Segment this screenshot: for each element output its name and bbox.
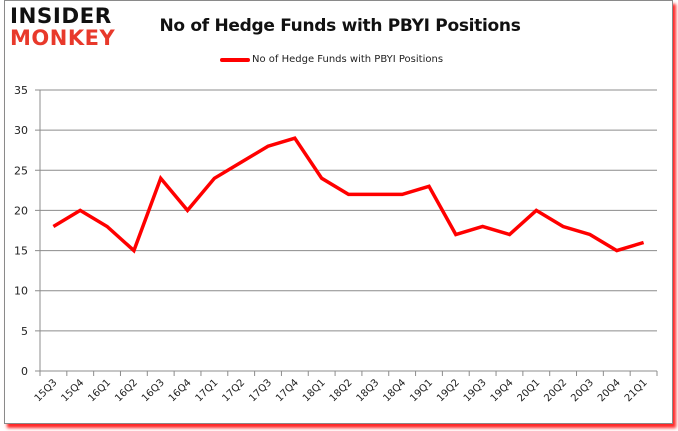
x-tick-label: 17Q2: [220, 377, 247, 404]
logo-line-1: INSIDER: [10, 4, 112, 28]
x-tick-label: 21Q1: [623, 377, 650, 404]
x-tick-label: 20Q4: [596, 377, 623, 404]
x-tick-label: 19Q4: [489, 377, 516, 404]
x-tick-label: 15Q3: [33, 377, 60, 404]
y-tick-label: 25: [14, 164, 28, 177]
x-tick-label: 16Q1: [86, 377, 113, 404]
x-tick-label: 20Q3: [569, 377, 596, 404]
legend-label: No of Hedge Funds with PBYI Positions: [252, 54, 444, 65]
x-tick-label: 18Q1: [301, 377, 328, 404]
legend-line-swatch-icon: [220, 57, 250, 62]
y-tick-label: 30: [14, 124, 28, 137]
x-tick-label: 20Q2: [542, 377, 569, 404]
y-tick-label: 35: [14, 84, 28, 97]
data-series-line: [52, 136, 645, 254]
x-tick-label: 19Q2: [435, 377, 462, 404]
y-tick-label: 15: [14, 245, 28, 258]
x-tick-label: 17Q3: [247, 377, 274, 404]
y-tick-label: 20: [14, 204, 28, 217]
x-tick-label: 16Q3: [140, 377, 167, 404]
x-tick-label: 17Q4: [274, 377, 301, 404]
x-tick-label: 15Q4: [60, 377, 87, 404]
logo-line-2: MONKEY: [10, 26, 116, 50]
x-tick-label: 20Q1: [516, 377, 543, 404]
chart-frame: [4, 0, 673, 424]
y-tick-label: 0: [21, 365, 28, 378]
x-tick-label: 19Q3: [462, 377, 489, 404]
x-tick-label: 19Q1: [408, 377, 435, 404]
x-tick-label: 18Q3: [355, 377, 382, 404]
chart-title: No of Hedge Funds with PBYI Positions: [159, 16, 521, 36]
x-tick-label: 18Q2: [328, 377, 355, 404]
y-tick-label: 10: [14, 285, 28, 298]
insider-monkey-logo: INSIDER MONKEY: [10, 6, 115, 49]
x-tick-label: 16Q2: [113, 377, 140, 404]
chart-legend: No of Hedge Funds with PBYI Positions: [220, 54, 443, 65]
y-tick-label: 5: [21, 325, 28, 338]
x-tick-label: 16Q4: [167, 377, 194, 404]
x-tick-label: 17Q1: [194, 377, 221, 404]
x-tick-label: 18Q4: [381, 377, 408, 404]
